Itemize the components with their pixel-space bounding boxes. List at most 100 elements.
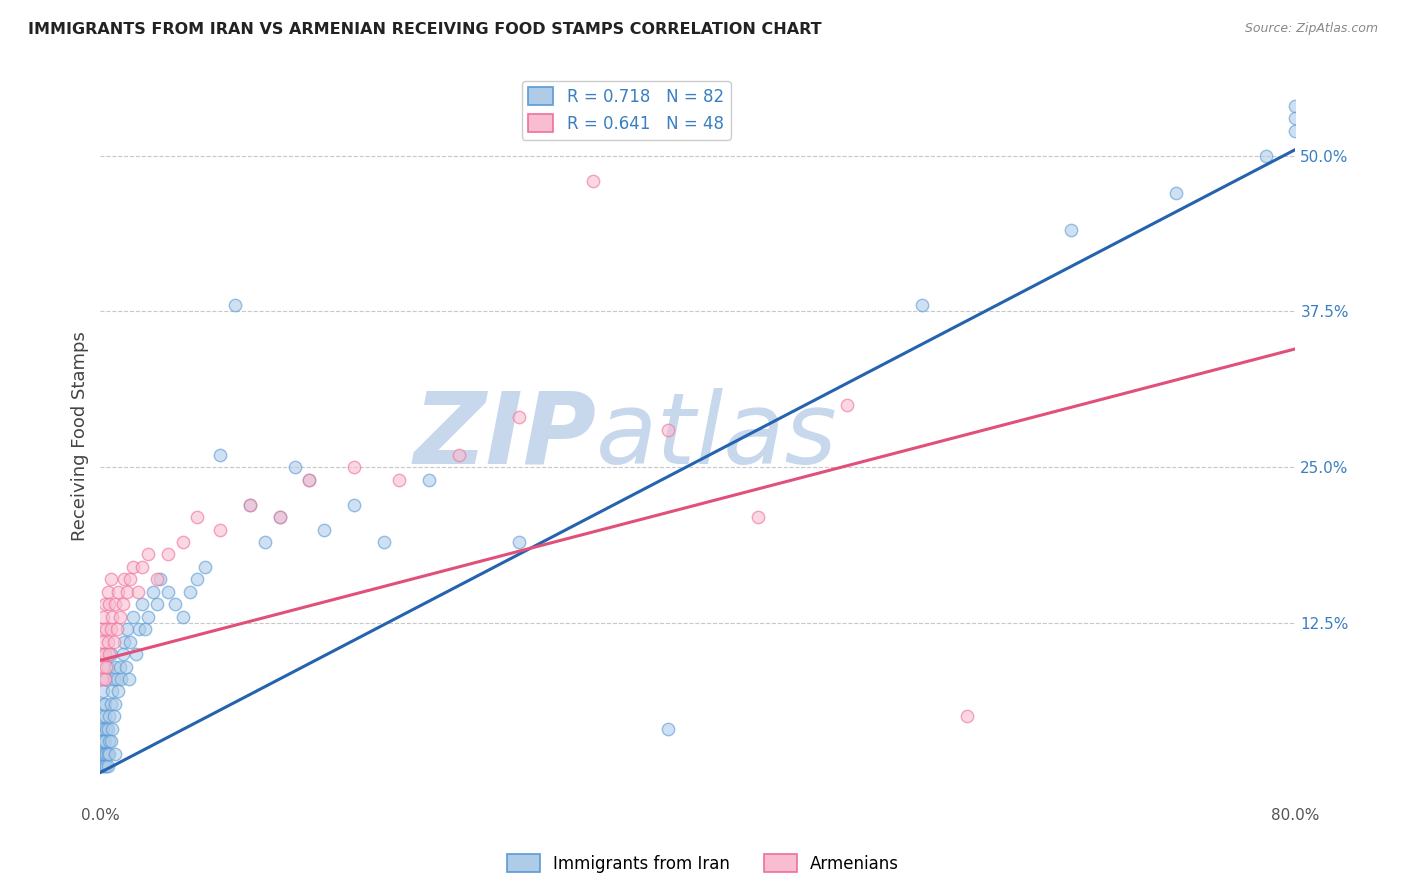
Point: [142, 584, 165, 599]
Point: [269, 510, 291, 524]
Point: [208, 448, 231, 462]
Point: [101, 609, 124, 624]
Point: [1164, 186, 1187, 200]
Point: [100, 622, 122, 636]
Point: [94, 747, 117, 761]
Point: [224, 298, 246, 312]
Text: IMMIGRANTS FROM IRAN VS ARMENIAN RECEIVING FOOD STAMPS CORRELATION CHART: IMMIGRANTS FROM IRAN VS ARMENIAN RECEIVI…: [28, 22, 821, 37]
Point: [127, 584, 149, 599]
Point: [97, 584, 120, 599]
Point: [110, 672, 132, 686]
Point: [105, 622, 128, 636]
Point: [146, 597, 169, 611]
Point: [101, 684, 124, 698]
Point: [90, 747, 112, 761]
Point: [107, 584, 129, 599]
Point: [91, 659, 114, 673]
Point: [91, 747, 114, 761]
Point: [657, 423, 679, 437]
Point: [100, 697, 122, 711]
Point: [343, 498, 366, 512]
Point: [172, 535, 194, 549]
Point: [90, 722, 112, 736]
Point: [1284, 124, 1306, 138]
Point: [136, 548, 159, 562]
Point: [91, 734, 114, 748]
Point: [1284, 99, 1306, 113]
Point: [343, 460, 366, 475]
Point: [115, 584, 138, 599]
Point: [1284, 112, 1306, 126]
Point: [156, 548, 179, 562]
Point: [103, 634, 125, 648]
Point: [283, 460, 305, 475]
Point: [131, 597, 153, 611]
Point: [134, 622, 156, 636]
Point: [98, 647, 121, 661]
Point: [103, 709, 125, 723]
Point: [91, 759, 114, 773]
Point: [107, 684, 129, 698]
Point: [94, 759, 117, 773]
Point: [91, 634, 114, 648]
Point: [94, 697, 117, 711]
Point: [97, 659, 120, 673]
Text: atlas: atlas: [596, 387, 838, 484]
Point: [97, 747, 120, 761]
Point: [97, 722, 120, 736]
Point: [104, 697, 127, 711]
Point: [156, 584, 179, 599]
Point: [96, 722, 118, 736]
Point: [91, 722, 114, 736]
Legend: Immigrants from Iran, Armenians: Immigrants from Iran, Armenians: [501, 847, 905, 880]
Point: [508, 410, 530, 425]
Point: [253, 535, 276, 549]
Point: [111, 647, 134, 661]
Point: [118, 672, 141, 686]
Point: [186, 572, 208, 586]
Point: [447, 448, 470, 462]
Point: [582, 174, 605, 188]
Point: [314, 523, 336, 537]
Point: [112, 572, 135, 586]
Point: [298, 473, 321, 487]
Point: [128, 622, 150, 636]
Point: [111, 597, 134, 611]
Point: [100, 572, 122, 586]
Point: [131, 560, 153, 574]
Point: [163, 597, 186, 611]
Point: [239, 498, 262, 512]
Point: [114, 659, 136, 673]
Point: [108, 659, 131, 673]
Point: [122, 560, 145, 574]
Point: [90, 759, 112, 773]
Point: [96, 622, 118, 636]
Point: [98, 597, 121, 611]
Point: [373, 535, 395, 549]
Point: [96, 747, 118, 761]
Point: [91, 609, 114, 624]
Point: [90, 734, 112, 748]
Point: [98, 734, 121, 748]
Point: [837, 398, 859, 412]
Legend: R = 0.718   N = 82, R = 0.641   N = 48: R = 0.718 N = 82, R = 0.641 N = 48: [522, 80, 731, 139]
Text: ZIP: ZIP: [413, 387, 596, 484]
Point: [115, 622, 138, 636]
Point: [104, 747, 127, 761]
Point: [90, 672, 112, 686]
Point: [120, 634, 142, 648]
Point: [112, 634, 135, 648]
Point: [186, 510, 208, 524]
Point: [239, 498, 262, 512]
Point: [94, 709, 117, 723]
Point: [101, 722, 124, 736]
Point: [418, 473, 440, 487]
Point: [125, 647, 148, 661]
Point: [208, 523, 231, 537]
Point: [508, 535, 530, 549]
Point: [96, 672, 118, 686]
Point: [146, 572, 169, 586]
Point: [94, 597, 117, 611]
Point: [194, 560, 217, 574]
Point: [1060, 223, 1083, 237]
